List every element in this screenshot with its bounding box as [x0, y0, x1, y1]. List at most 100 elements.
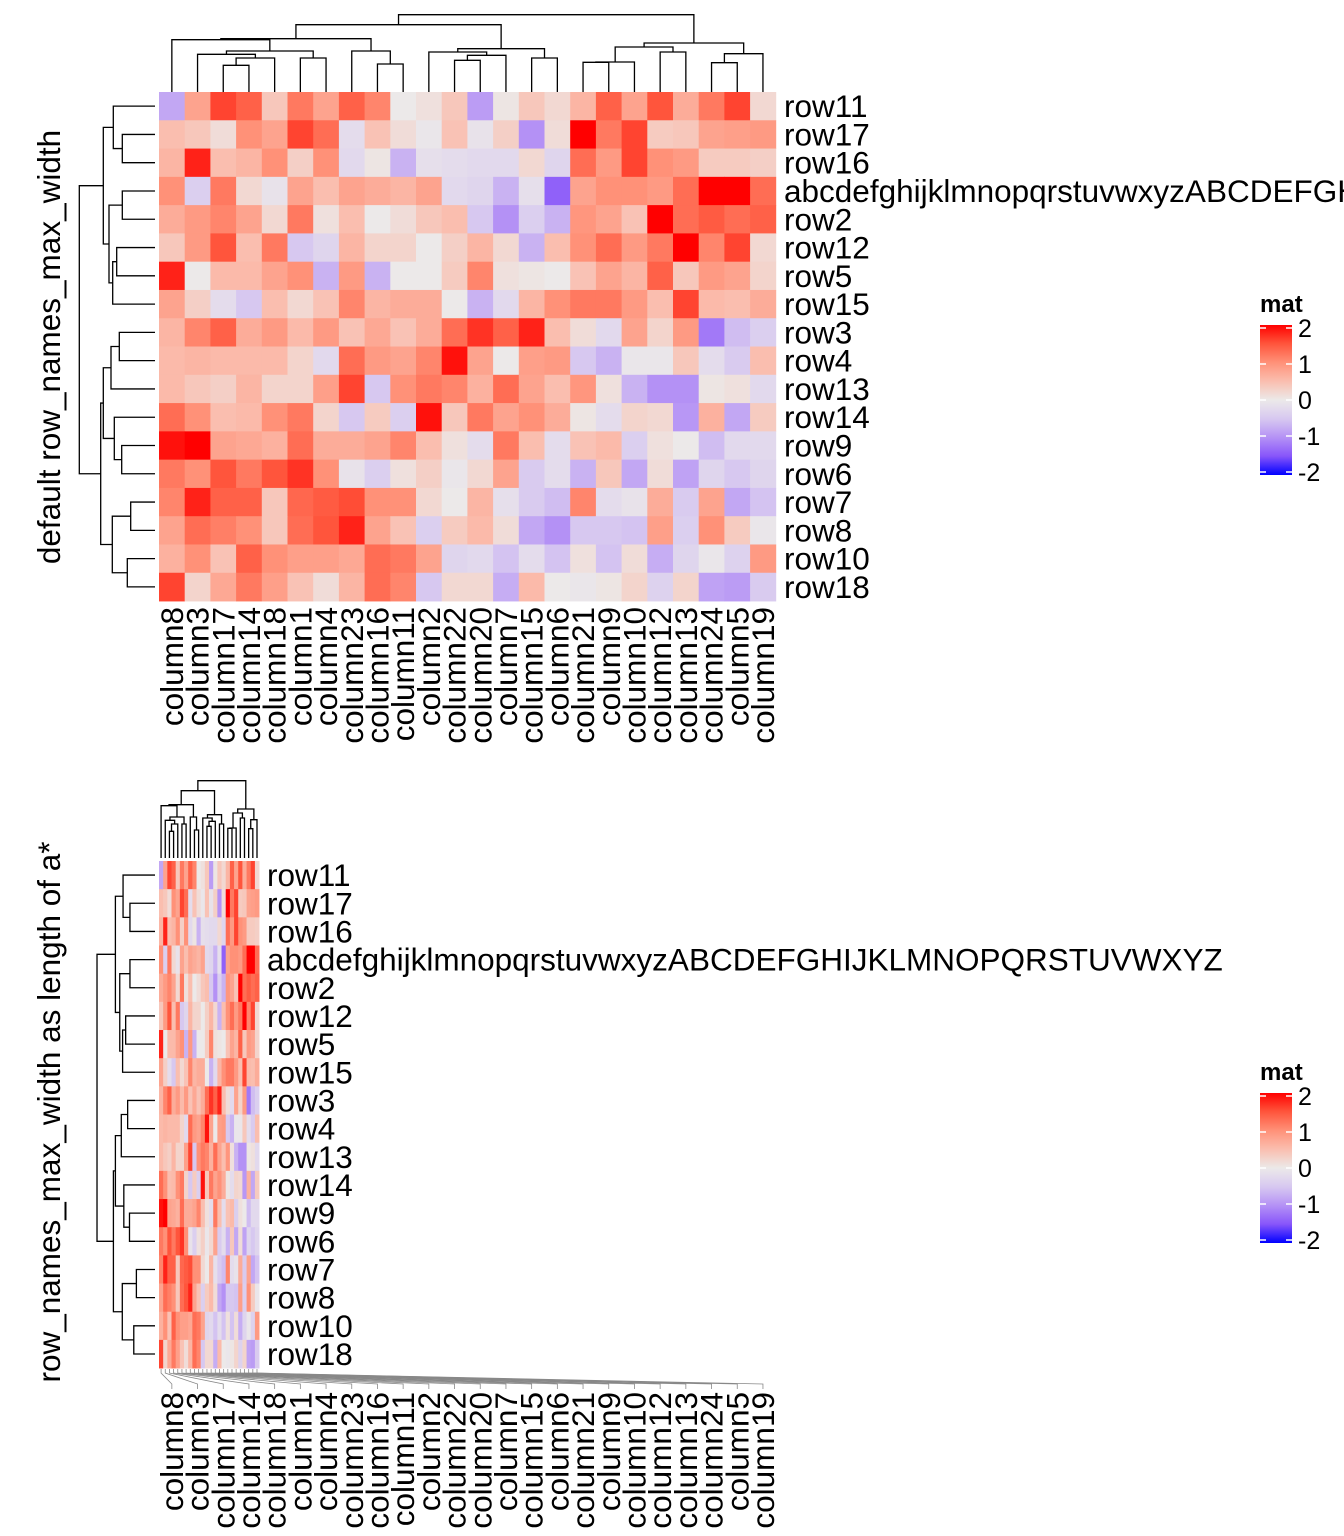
heatmap-cell	[261, 459, 288, 489]
heatmap-cell	[236, 261, 263, 291]
heatmap-cell	[673, 176, 700, 206]
heatmap-cell	[159, 1086, 164, 1115]
dendrogram-branch	[582, 61, 610, 92]
legend-tick-label: -1	[1298, 1191, 1320, 1219]
heatmap-cell	[229, 1199, 235, 1228]
heatmap-cell	[647, 233, 674, 263]
row-dendrogram	[78, 105, 155, 588]
heatmap-cell	[225, 1030, 231, 1059]
dendrogram-branch	[121, 1029, 155, 1073]
heatmap-cell	[213, 1339, 218, 1369]
heatmap-cell	[210, 289, 237, 319]
heatmap-cell	[171, 1227, 177, 1256]
heatmap-cell	[229, 1114, 235, 1144]
heatmap-cell	[236, 374, 263, 404]
heatmap-cell	[313, 459, 340, 489]
heatmap-cell	[236, 403, 263, 432]
heatmap-cell	[254, 917, 260, 946]
heatmap-cell	[225, 1311, 231, 1341]
heatmap-cell	[261, 261, 288, 291]
legend-tick-label: 0	[1298, 387, 1312, 415]
heatmap-cell	[213, 1030, 218, 1059]
heatmap-cell	[184, 917, 189, 946]
heatmap-cell	[621, 261, 648, 291]
heatmap-body	[159, 861, 260, 1369]
heatmap-cell	[698, 318, 725, 347]
heatmap-cell	[570, 487, 597, 517]
heatmap-cell	[159, 1339, 164, 1369]
row-label: row9	[267, 1195, 335, 1231]
heatmap-cell	[254, 973, 260, 1003]
heatmap-cell	[254, 1199, 260, 1228]
heatmap-cell	[338, 261, 365, 291]
column-label: column8	[154, 607, 190, 726]
heatmap-cell	[246, 1339, 252, 1369]
heatmap-cell	[209, 917, 214, 946]
heatmap-cell	[236, 318, 263, 347]
heatmap-cell	[225, 1255, 231, 1284]
heatmap-cell	[673, 346, 700, 376]
heatmap-cell	[338, 205, 365, 234]
heatmap-cell	[518, 148, 545, 178]
heatmap-cell	[225, 1001, 231, 1031]
heatmap-cell	[210, 205, 237, 234]
heatmap-cell	[159, 945, 164, 975]
heatmap-cell	[467, 233, 494, 263]
heatmap-cell	[236, 233, 263, 263]
heatmap-cell	[467, 544, 494, 574]
heatmap-cell	[750, 487, 777, 517]
dendrogram-branch	[127, 1099, 155, 1130]
column-label-leader	[177, 1369, 276, 1389]
heatmap-cell	[179, 1030, 185, 1059]
heatmap-cell	[750, 544, 777, 574]
row-label: row14	[784, 399, 870, 435]
heatmap-cell	[364, 487, 391, 517]
heatmap-cell	[647, 431, 674, 461]
heatmap-cell	[188, 945, 193, 975]
heatmap-cell	[647, 205, 674, 234]
column-label: column20	[462, 1392, 498, 1529]
heatmap-cell	[250, 1339, 256, 1369]
heatmap-cell	[493, 346, 520, 376]
heatmap-cell	[621, 148, 648, 178]
heatmap-cell	[167, 945, 172, 975]
heatmap-cell	[390, 318, 417, 347]
row-label: row5	[784, 258, 852, 294]
heatmap-cell	[246, 1086, 252, 1115]
heatmap-cell	[171, 1311, 177, 1341]
dendrogram-branch	[122, 874, 155, 918]
heatmap-cell	[210, 374, 237, 404]
heatmap-cell	[217, 861, 222, 890]
column-label: column5	[719, 607, 755, 726]
heatmap-cell	[698, 92, 725, 121]
heatmap-cell	[234, 945, 239, 975]
heatmap-cell	[416, 572, 443, 602]
heatmap-cell	[750, 403, 777, 432]
heatmap-cell	[225, 1170, 231, 1200]
heatmap-cell	[236, 572, 263, 602]
heatmap-cell	[595, 487, 622, 517]
column-label-leader	[231, 1369, 610, 1389]
heatmap-cell	[390, 572, 417, 602]
heatmap-cell	[234, 1114, 239, 1144]
heatmap-cell	[250, 1086, 256, 1115]
heatmap-cell	[250, 1058, 256, 1087]
row-label: row4	[267, 1111, 335, 1147]
heatmap-cell	[250, 889, 256, 918]
heatmap-cell	[416, 459, 443, 489]
dendrogram-branch	[376, 63, 404, 92]
heatmap-cell	[493, 205, 520, 234]
heatmap-cell	[493, 487, 520, 517]
heatmap-cell	[229, 1086, 235, 1115]
heatmap-cell	[673, 487, 700, 517]
heatmap-cell	[287, 120, 314, 149]
heatmap-cell	[200, 1001, 206, 1031]
column-label: column14	[231, 607, 267, 744]
heatmap-cell	[750, 346, 777, 376]
heatmap-cell	[570, 374, 597, 404]
heatmap-cell	[229, 1142, 235, 1172]
row-label: abcdefghijklmnopqrstuvwxyzABCDEFGHIJKLMN…	[784, 173, 1344, 209]
heatmap-cell	[254, 1255, 260, 1284]
heatmap-cell	[518, 544, 545, 574]
heatmap-cell	[225, 1114, 231, 1144]
